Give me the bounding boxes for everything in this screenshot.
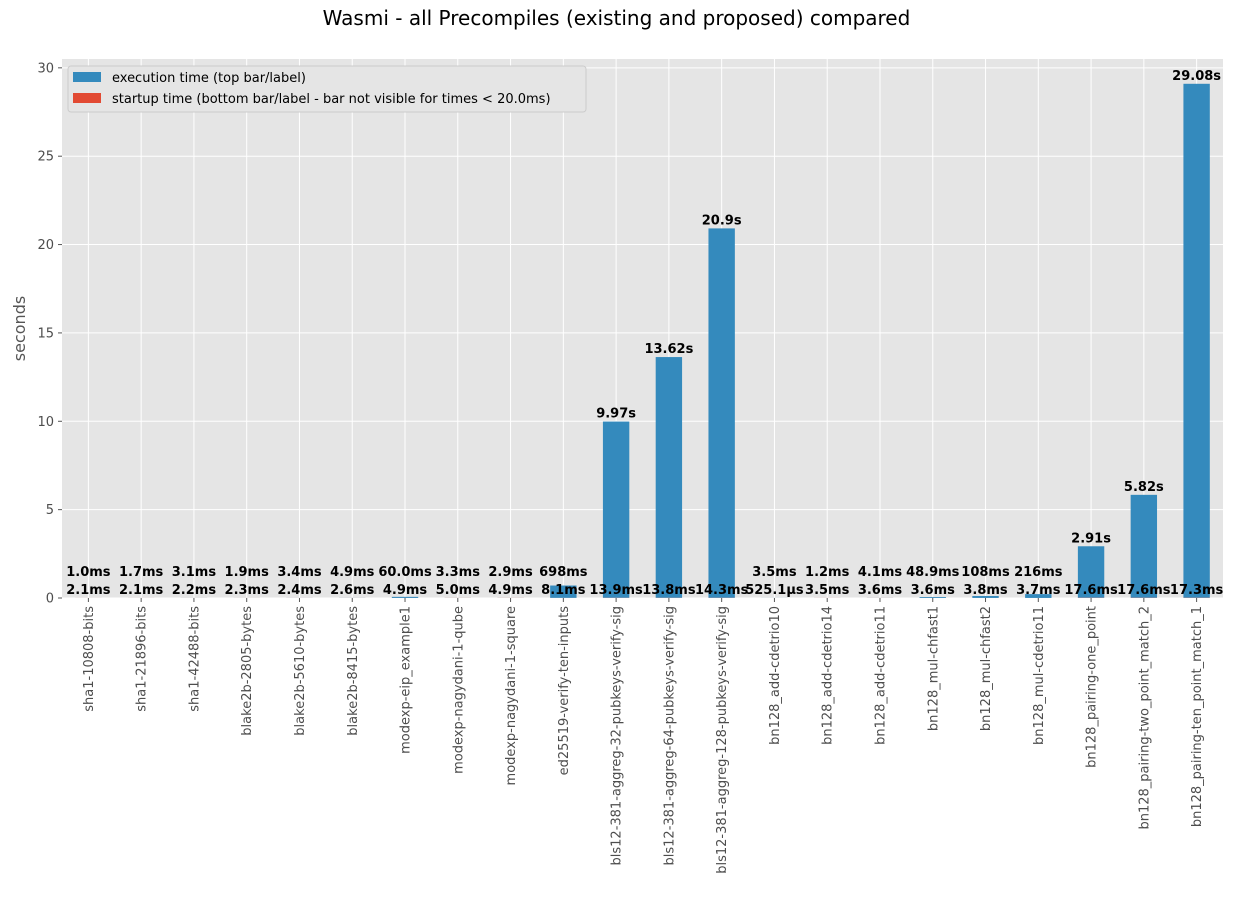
y-tick-label: 15 (37, 326, 54, 341)
x-tick-label: bn128_add-cdetrio10 (768, 606, 783, 745)
bar-label-startup: 2.2ms (172, 583, 217, 598)
bar-label-startup: 2.6ms (330, 583, 375, 598)
bar-execution (391, 596, 419, 598)
bar-labels: 1.0ms 2.1ms 1.7ms 2.1ms 3.1ms 2.2ms 1.9ms 2.3ms… (66, 69, 1223, 598)
bar-label-execution: 48.9ms (906, 565, 960, 580)
x-tick-label: blake2b-8415-bytes (346, 606, 361, 736)
y-tick-label: 25 (37, 150, 54, 165)
bar-label-startup: 3.6ms (911, 583, 956, 598)
bar-label-startup: 2.1ms (119, 583, 164, 598)
bar-execution (708, 228, 735, 598)
bar-execution (602, 421, 630, 598)
chart-title: Wasmi - all Precompiles (existing and pr… (322, 6, 911, 30)
legend-box (67, 65, 587, 113)
bar-label-startup: 17.6ms (1117, 583, 1171, 598)
x-tick-label: sha1-21896-bits (135, 606, 150, 712)
legend-label-execution: execution time (top bar/label) (112, 71, 306, 86)
bar-execution (1183, 83, 1210, 598)
bar-label-execution: 29.08s (1172, 69, 1221, 84)
bar-label-startup: 4.9ms (383, 583, 428, 598)
y-tick-label: 30 (37, 61, 54, 76)
bar-label-execution: 4.9ms (330, 565, 375, 580)
x-tick-label: bls12-381-aggreg-32-pubkeys-verify-sig (610, 606, 625, 865)
x-tick-label: ed25519-verify-ten-inputs (557, 606, 572, 776)
x-tick-label: modexp-nagydani-1-qube (451, 606, 466, 774)
x-tick-label: bls12-381-aggreg-128-pubkeys-verify-sig (715, 606, 730, 874)
legend-label-startup: startup time (bottom bar/label - bar not… (112, 92, 551, 107)
bar-execution (655, 357, 683, 598)
bar-label-startup: 17.3ms (1170, 583, 1224, 598)
x-tick-label: bn128_mul-cdetrio11 (1032, 606, 1047, 745)
y-axis-label: seconds (10, 296, 29, 361)
y-tick-label: 0 (46, 592, 54, 607)
bar-label-execution: 3.4ms (277, 565, 322, 580)
x-tick-label: bn128_pairing-ten_point_match_1 (1190, 606, 1205, 827)
bar-label-execution: 13.62s (644, 342, 693, 357)
y-tick-label: 5 (46, 503, 54, 518)
x-tick-label: sha1-42488-bits (187, 606, 202, 712)
bar-label-startup: 4.9ms (488, 583, 533, 598)
y-axis-ticks: 0 5 10 15 20 25 30 (37, 61, 62, 607)
bar-label-startup: 2.4ms (277, 583, 322, 598)
bar-label-execution: 1.2ms (805, 565, 850, 580)
bar-label-startup: 525.1µs (745, 583, 804, 598)
bar-execution (1025, 594, 1052, 598)
bar-label-startup: 14.3ms (695, 583, 749, 598)
bar-execution (1130, 494, 1158, 598)
bar-label-execution: 2.91s (1071, 531, 1111, 546)
bar-label-execution: 1.7ms (119, 565, 164, 580)
bar-label-startup: 3.6ms (858, 583, 903, 598)
legend-swatch-startup (73, 93, 101, 103)
bar-label-execution: 4.1ms (858, 565, 903, 580)
plot-area (62, 59, 1223, 598)
bar-label-execution: 2.9ms (488, 565, 533, 580)
bar-label-execution: 216ms (1014, 565, 1063, 580)
bar-label-execution: 3.3ms (436, 565, 481, 580)
bar-label-execution: 20.9s (702, 213, 742, 228)
x-tick-label: modexp-nagydani-1-square (504, 606, 519, 785)
bar-label-execution: 60.0ms (378, 565, 432, 580)
x-tick-label: bn128_pairing-one_point (1085, 606, 1100, 768)
bar-execution (550, 585, 577, 598)
bar-label-startup: 3.5ms (805, 583, 850, 598)
x-tick-label: blake2b-5610-bytes (293, 606, 308, 736)
bar-label-startup: 8.1ms (541, 583, 586, 598)
bar-label-execution: 1.0ms (66, 565, 111, 580)
x-tick-label: bn128_mul-chfast1 (926, 606, 941, 731)
bar-label-startup: 17.6ms (1064, 583, 1118, 598)
x-tick-label: bn128_mul-chfast2 (979, 606, 994, 731)
x-tick-label: modexp-eip_example1 (399, 606, 414, 754)
x-tick-label: blake2b-2805-bytes (240, 606, 255, 736)
y-tick-label: 20 (37, 238, 54, 253)
bar-label-execution: 3.5ms (752, 565, 797, 580)
x-axis-ticks: sha1-10808-bits sha1-21896-bits sha1-42488… (82, 598, 1205, 874)
bar-execution (919, 597, 946, 598)
bar-label-execution: 1.9ms (225, 565, 270, 580)
legend: execution time (top bar/label) startup t… (67, 65, 587, 113)
bar-label-execution: 698ms (539, 565, 588, 580)
bar-label-execution: 108ms (961, 565, 1010, 580)
x-tick-label: bls12-381-aggreg-64-pubkeys-verify-sig (662, 606, 677, 865)
bars (75, 83, 1210, 598)
legend-swatch-execution (73, 72, 101, 82)
bar-label-startup: 2.1ms (66, 583, 111, 598)
bar-label-execution: 9.97s (596, 407, 636, 422)
bar-label-startup: 2.3ms (225, 583, 270, 598)
x-tick-label: bn128_pairing-two_point_match_2 (1137, 606, 1152, 830)
x-tick-label: sha1-10808-bits (82, 606, 97, 712)
bar-label-execution: 5.82s (1124, 480, 1164, 495)
y-tick-label: 10 (37, 415, 54, 430)
bar-label-startup: 3.7ms (1016, 583, 1061, 598)
bar-label-startup: 3.8ms (963, 583, 1008, 598)
bar-label-startup: 5.0ms (436, 583, 481, 598)
x-tick-label: bn128_add-cdetrio11 (873, 606, 888, 745)
bar-execution (1077, 546, 1105, 598)
bar-label-execution: 3.1ms (172, 565, 217, 580)
bar-label-startup: 13.9ms (589, 583, 643, 598)
bar-label-startup: 13.8ms (642, 583, 696, 598)
bar-execution (972, 596, 999, 598)
x-tick-label: bn128_add-cdetrio14 (821, 606, 836, 745)
